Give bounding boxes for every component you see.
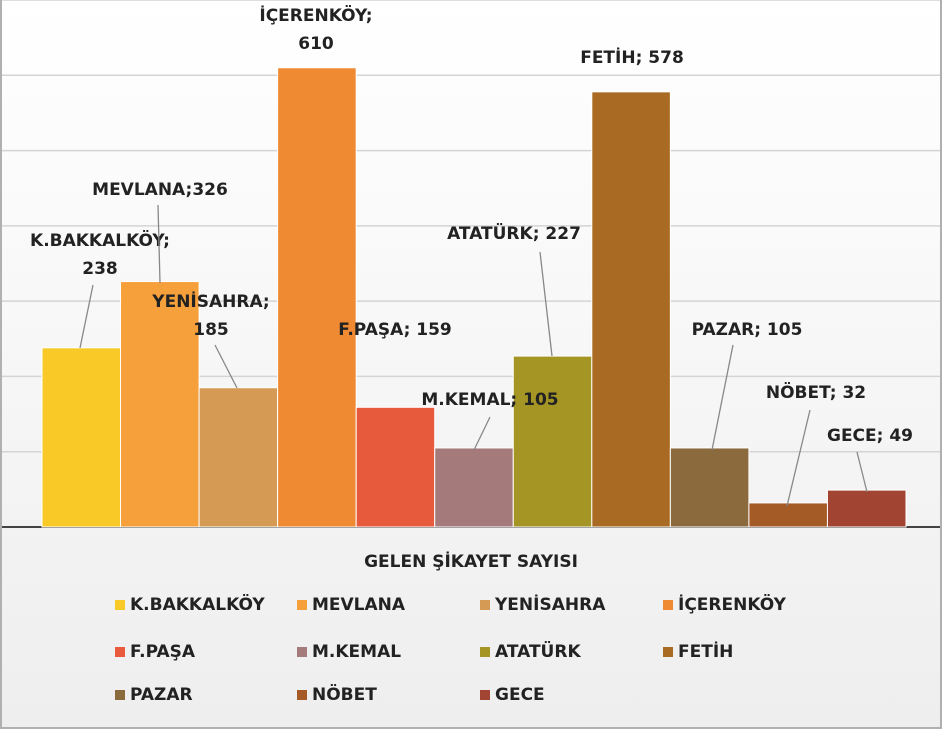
bar <box>826 489 907 528</box>
data-label: F.PAŞA; 159 <box>338 320 452 340</box>
x-axis-title: GELEN ŞİKAYET SAYISI <box>364 550 578 572</box>
bar <box>434 447 514 528</box>
legend: K.BAKKALKÖY MEVLANA YENİSAHRA İÇERENKÖY F.PA… <box>115 593 787 705</box>
legend-label: NÖBET <box>312 683 377 705</box>
legend-swatch <box>115 600 125 610</box>
legend-swatch <box>297 647 307 657</box>
leader-line <box>539 251 553 357</box>
bar <box>748 502 828 528</box>
data-label: NÖBET; 32 <box>766 381 866 403</box>
legend-label: İÇERENKÖY <box>678 593 787 615</box>
bar <box>120 281 200 528</box>
bar <box>277 67 357 528</box>
data-label: ATATÜRK; 227 <box>447 222 581 244</box>
legend-label: PAZAR <box>130 685 193 705</box>
legend-label: YENİSAHRA <box>494 593 606 615</box>
legend-label: FETİH <box>678 640 733 662</box>
data-label: MEVLANA;326 <box>92 180 228 200</box>
bar <box>512 355 593 528</box>
legend-label: GECE <box>495 685 545 705</box>
legend-swatch <box>297 600 307 610</box>
legend-swatch <box>297 690 307 700</box>
legend-swatch <box>115 690 125 700</box>
legend-swatch <box>480 690 490 700</box>
legend-swatch <box>663 600 673 610</box>
bar <box>591 91 671 528</box>
data-label: YENİSAHRA; 185 <box>151 290 269 340</box>
legend-label: F.PAŞA <box>130 642 196 662</box>
data-label: FETİH; 578 <box>580 46 684 68</box>
data-label: İÇERENKÖY; 610 <box>259 4 372 54</box>
leader-line <box>214 344 238 389</box>
data-label: GECE; 49 <box>827 426 913 446</box>
data-label: K.BAKKALKÖY; 238 <box>30 229 170 279</box>
legend-swatch <box>663 647 673 657</box>
leader-line <box>856 451 868 493</box>
legend-swatch <box>480 600 490 610</box>
legend-label: ATATÜRK <box>495 640 581 662</box>
legend-swatch <box>480 647 490 657</box>
legend-swatch <box>115 647 125 657</box>
bar <box>669 447 750 528</box>
data-label: M.KEMAL; 105 <box>421 390 558 410</box>
plot: K.BAKKALKÖY; 238 MEVLANA;326 YENİSAHRA; 185 İ… <box>30 4 913 528</box>
data-label: PAZAR; 105 <box>692 320 803 340</box>
legend-label: K.BAKKALKÖY <box>130 593 265 615</box>
bar <box>41 347 122 528</box>
legend-label: M.KEMAL <box>312 642 401 662</box>
bar <box>198 387 279 528</box>
legend-label: MEVLANA <box>312 595 406 615</box>
leader-line <box>711 344 734 451</box>
leader-line <box>79 284 94 349</box>
leader-line <box>786 409 811 507</box>
bar <box>355 406 436 528</box>
leader-line <box>157 204 161 284</box>
leader-line <box>473 416 491 451</box>
